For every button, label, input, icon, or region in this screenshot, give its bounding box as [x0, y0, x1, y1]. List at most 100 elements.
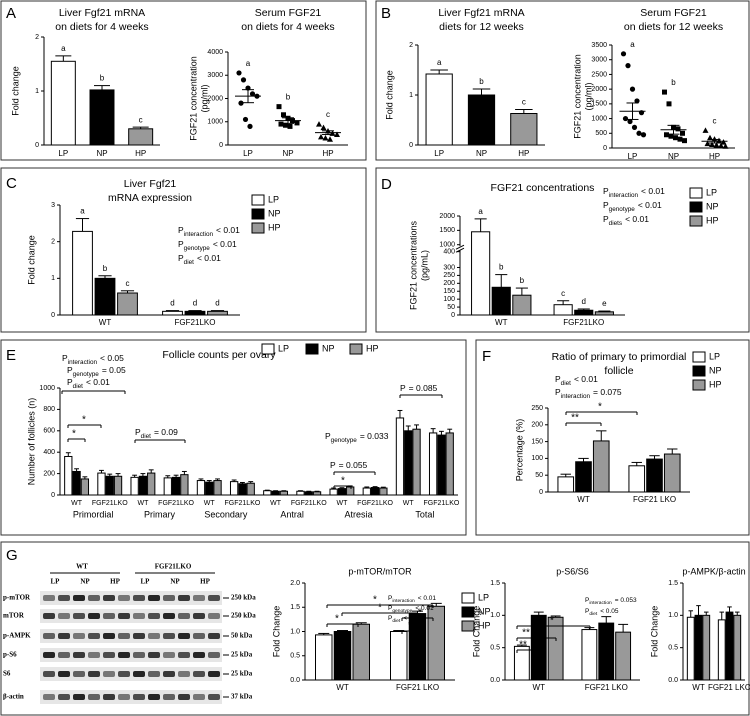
- blot-band: [148, 595, 160, 601]
- blot-band: [103, 652, 115, 658]
- chart-title: on diets for 4 weeks: [241, 21, 334, 33]
- stat-annotation: Pdiet < 0.01: [178, 253, 221, 266]
- legend-swatch: [349, 343, 363, 355]
- chart-title: diets for 12 weeks: [439, 21, 524, 33]
- chart-title: on diets for 12 weeks: [624, 21, 723, 33]
- x-tick-label: FGF21 LKO: [396, 683, 439, 692]
- chart-title: p-S6/S6: [556, 566, 589, 576]
- x-tick-label: FGF21LKO: [92, 500, 128, 507]
- bar: [72, 470, 81, 496]
- bar: [117, 292, 138, 316]
- y-axis-label: (pg/mL): [419, 250, 429, 281]
- y-tick-label: 1: [51, 275, 55, 282]
- size-label: 25 kDa: [231, 670, 253, 678]
- x-tick-label: FGF21 LKO: [708, 683, 750, 692]
- y-tick-label: 0.0: [668, 677, 678, 684]
- bar: [686, 616, 695, 681]
- y-tick-label: 2.0: [290, 580, 300, 587]
- blot-band: [73, 633, 85, 639]
- bar: [717, 619, 726, 681]
- significance-letter: c: [326, 110, 330, 119]
- bar: [598, 622, 615, 681]
- bar: [333, 631, 352, 681]
- x-tick-label: WT: [495, 318, 508, 327]
- x-tick-label: LP: [243, 149, 253, 158]
- stat-part: P: [135, 427, 141, 437]
- significance-mark: *: [550, 616, 554, 627]
- stat-part: diet: [184, 259, 194, 266]
- stat-part: P: [555, 387, 561, 397]
- x-tick-label: WT: [336, 683, 349, 692]
- stat-annotation: Pinteraction < 0.01: [603, 186, 665, 199]
- x-tick-label: WT: [204, 500, 216, 507]
- stat-part: interaction: [392, 598, 415, 604]
- blot-band: [133, 633, 145, 639]
- data-point: [334, 131, 340, 138]
- blot-band: [73, 694, 85, 700]
- blot-band: [178, 694, 190, 700]
- x-tick-label: LP: [434, 149, 444, 158]
- data-point: [666, 101, 672, 107]
- legend-label: NP: [709, 365, 722, 375]
- x-tick-label: WT: [270, 500, 282, 507]
- bar: [147, 472, 156, 496]
- blot-band: [118, 595, 130, 601]
- blot-band: [58, 613, 70, 619]
- size-label: 50 kDa: [231, 632, 253, 640]
- bar: [512, 294, 532, 316]
- blot-strip: [40, 629, 222, 643]
- stat-part: = 0.085: [409, 383, 438, 393]
- bar: [171, 476, 181, 496]
- y-tick-label: 2000: [207, 95, 223, 102]
- stat-part: genotype: [184, 245, 211, 252]
- data-point: [249, 91, 256, 97]
- y-tick-label: 2: [51, 239, 55, 246]
- legend-swatch: [689, 201, 703, 213]
- bar: [329, 488, 338, 496]
- legend-label: NP: [478, 606, 491, 616]
- stat-part: P: [67, 377, 73, 387]
- data-point: [668, 133, 674, 139]
- blot-band: [43, 652, 55, 658]
- bar: [312, 491, 322, 496]
- y-tick-label: 4000: [207, 49, 223, 56]
- bar: [553, 304, 573, 316]
- y-tick-label: 1.5: [490, 580, 500, 587]
- stat-part: P: [178, 239, 184, 249]
- blot-band: [43, 671, 55, 677]
- significance-letter: a: [61, 44, 66, 53]
- y-tick-label: 100: [443, 296, 455, 303]
- x-tick-label: NP: [96, 149, 107, 158]
- data-point: [718, 142, 724, 149]
- significance-mark: *: [341, 476, 345, 487]
- stat-part: < 0.01: [625, 214, 649, 224]
- blot-band: [208, 694, 220, 700]
- chart-title: FGF21 concentrations: [491, 182, 595, 194]
- significance-letter: c: [522, 98, 526, 107]
- bar: [296, 490, 305, 496]
- stat-part: genotype: [331, 437, 358, 444]
- stat-part: P: [603, 214, 609, 224]
- x-tick-label: FGF21LKO: [563, 318, 604, 327]
- significance-letter: d: [170, 299, 174, 308]
- legend-swatch: [251, 222, 265, 234]
- stat-annotation: P = 0.085: [400, 383, 438, 393]
- y-axis-label: Fold Change: [271, 606, 281, 658]
- blot-band: [58, 694, 70, 700]
- y-tick-label: 1000: [207, 119, 223, 126]
- significance-letter: a: [80, 207, 85, 216]
- data-point: [631, 124, 638, 130]
- bar: [362, 487, 371, 496]
- bar: [574, 309, 594, 316]
- bar: [646, 458, 663, 493]
- stat-part: diets: [609, 220, 622, 227]
- bar: [162, 310, 183, 316]
- blot-row-label: mTOR: [3, 612, 25, 620]
- y-tick-label: 1: [409, 92, 413, 99]
- data-point: [316, 121, 322, 127]
- significance-letter: c: [561, 289, 565, 298]
- data-point: [622, 115, 629, 122]
- blot-band: [208, 613, 220, 619]
- y-tick-label: 2: [35, 34, 39, 41]
- stat-part: P: [325, 431, 331, 441]
